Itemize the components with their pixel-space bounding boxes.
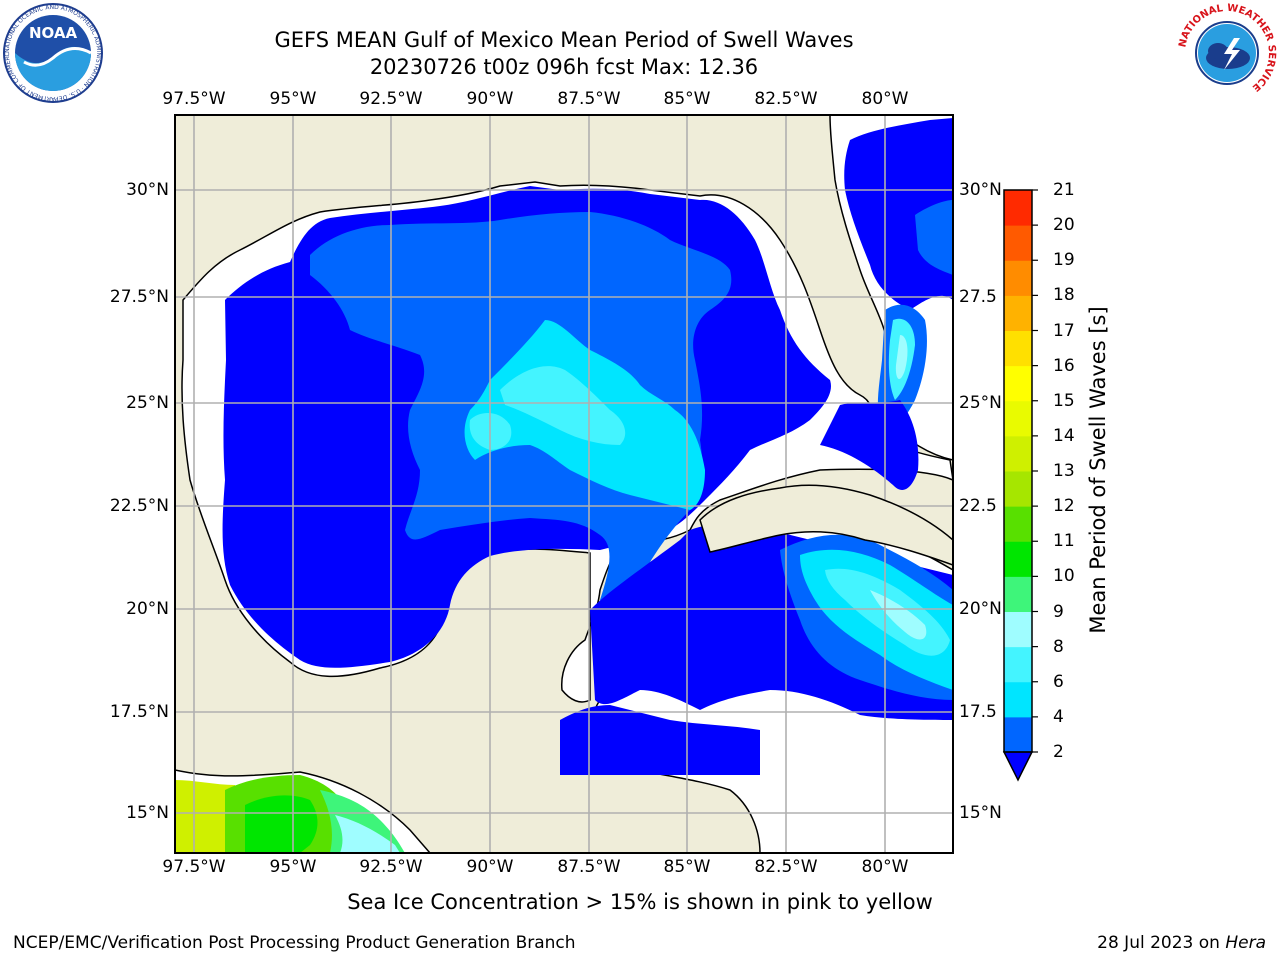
colorbar-segment	[1004, 225, 1032, 261]
lon-tick-top: 87.5°W	[557, 89, 621, 109]
colorbar-tick-label: 16	[1053, 355, 1075, 376]
colorbar-segment	[1004, 611, 1032, 648]
colorbar-tick-label: 9	[1053, 601, 1064, 622]
colorbar-tick-label: 15	[1053, 390, 1075, 411]
colorbar-tick-label: 8	[1053, 636, 1064, 657]
lon-tick-top: 82.5°W	[754, 89, 818, 109]
lon-tick-bottom: 97.5°W	[162, 857, 226, 877]
footer-date: 28 Jul 2023 on Hera	[1097, 933, 1266, 953]
chart-subtitle: 20230726 t00z 096h fcst Max: 12.36	[369, 55, 759, 79]
colorbar-segment	[1004, 646, 1032, 683]
lon-tick-top: 97.5°W	[162, 89, 226, 109]
lon-tick-top: 92.5°W	[359, 89, 423, 109]
colorbar-segment	[1004, 295, 1032, 331]
lat-tick-left: 22.5°N	[109, 496, 169, 516]
colorbar-segment	[1004, 365, 1032, 402]
lat-tick-right: 27.5	[959, 287, 997, 307]
lat-tick-left: 15°N	[126, 803, 169, 823]
noaa-logo-text: NOAA	[29, 24, 78, 42]
lon-tick-bottom: 87.5°W	[557, 857, 621, 877]
footer-date-text: 28 Jul 2023 on	[1097, 933, 1226, 953]
lat-tick-left: 17.5°N	[109, 702, 169, 722]
colorbar-extend-arrow	[1002, 751, 1034, 782]
lon-tick-bottom: 80°W	[861, 857, 909, 877]
lat-tick-right: 20°N	[959, 599, 1002, 619]
colorbar-tick-label: 12	[1053, 496, 1075, 517]
lat-tick-left: 27.5°N	[109, 287, 169, 307]
map-frame	[174, 114, 954, 854]
noaa-logo: NATIONAL OCEANIC AND ATMOSPHERIC ADMINIS…	[2, 2, 103, 103]
lat-tick-right: 17.5	[959, 702, 997, 722]
colorbar-segment	[1004, 506, 1032, 542]
colorbar-segment	[1004, 330, 1032, 367]
colorbar-tick-label: 4	[1053, 706, 1064, 727]
colorbar-tick-label: 20	[1053, 215, 1075, 236]
lon-tick-bottom: 95°W	[269, 857, 317, 877]
lon-tick-bottom: 82.5°W	[754, 857, 818, 877]
lon-tick-bottom: 90°W	[466, 857, 514, 877]
colorbar-tick-label: 21	[1053, 180, 1075, 200]
colorbar-tick-label: 17	[1053, 320, 1075, 341]
lon-tick-top: 95°W	[269, 89, 317, 109]
colorbar-segment	[1004, 541, 1032, 577]
colorbar-label: Mean Period of Swell Waves [s]	[1086, 306, 1110, 634]
lat-tick-right: 22.5	[959, 496, 997, 516]
lon-tick-bottom: 92.5°W	[359, 857, 423, 877]
lon-tick-top: 90°W	[466, 89, 514, 109]
lon-tick-bottom: 85°W	[663, 857, 711, 877]
chart-title: GEFS MEAN Gulf of Mexico Mean Period of …	[274, 28, 854, 52]
ice-note-text: Sea Ice Concentration > 15% is shown in …	[347, 890, 933, 914]
gridlines	[175, 115, 953, 853]
footer-host: Hera	[1225, 933, 1266, 953]
lon-tick-top: 85°W	[663, 89, 711, 109]
colorbar-segment	[1004, 716, 1032, 753]
cuba-coastline	[699, 484, 953, 566]
colorbar-segment	[1004, 190, 1032, 226]
colorbar-segment	[1004, 576, 1032, 612]
lat-tick-left: 25°N	[126, 393, 169, 413]
footer-credit: NCEP/EMC/Verification Post Processing Pr…	[13, 933, 576, 953]
colorbar-segment	[1004, 260, 1032, 296]
colorbar-segment	[1004, 400, 1032, 437]
colorbar-segment	[1004, 471, 1032, 507]
lat-tick-right: 30°N	[959, 180, 1002, 200]
lat-tick-left: 20°N	[126, 599, 169, 619]
colorbar-tick-label: 10	[1053, 566, 1075, 587]
colorbar	[1002, 189, 1038, 782]
colorbar-tick-label: 13	[1053, 461, 1075, 481]
colorbar-tick-label: 2	[1053, 742, 1064, 762]
colorbar-segment	[1004, 435, 1032, 472]
colorbar-tick-label: 11	[1053, 531, 1075, 552]
colorbar-tick-label: 6	[1053, 671, 1064, 692]
lat-tick-right: 15°N	[959, 803, 1002, 823]
colorbar-tick-label: 14	[1053, 425, 1075, 446]
map-area	[175, 115, 953, 853]
ice-note: Sea Ice Concentration > 15% is shown in …	[0, 890, 1280, 914]
colorbar-segment	[1004, 681, 1032, 718]
lat-tick-left: 30°N	[126, 180, 169, 200]
lat-tick-right: 25°N	[959, 393, 1002, 413]
nws-logo: NATIONAL WEATHER SERVICE	[1177, 3, 1277, 102]
colorbar-tick-label: 19	[1053, 250, 1075, 271]
lon-tick-top: 80°W	[861, 89, 909, 109]
colorbar-tick-label: 18	[1053, 285, 1075, 306]
